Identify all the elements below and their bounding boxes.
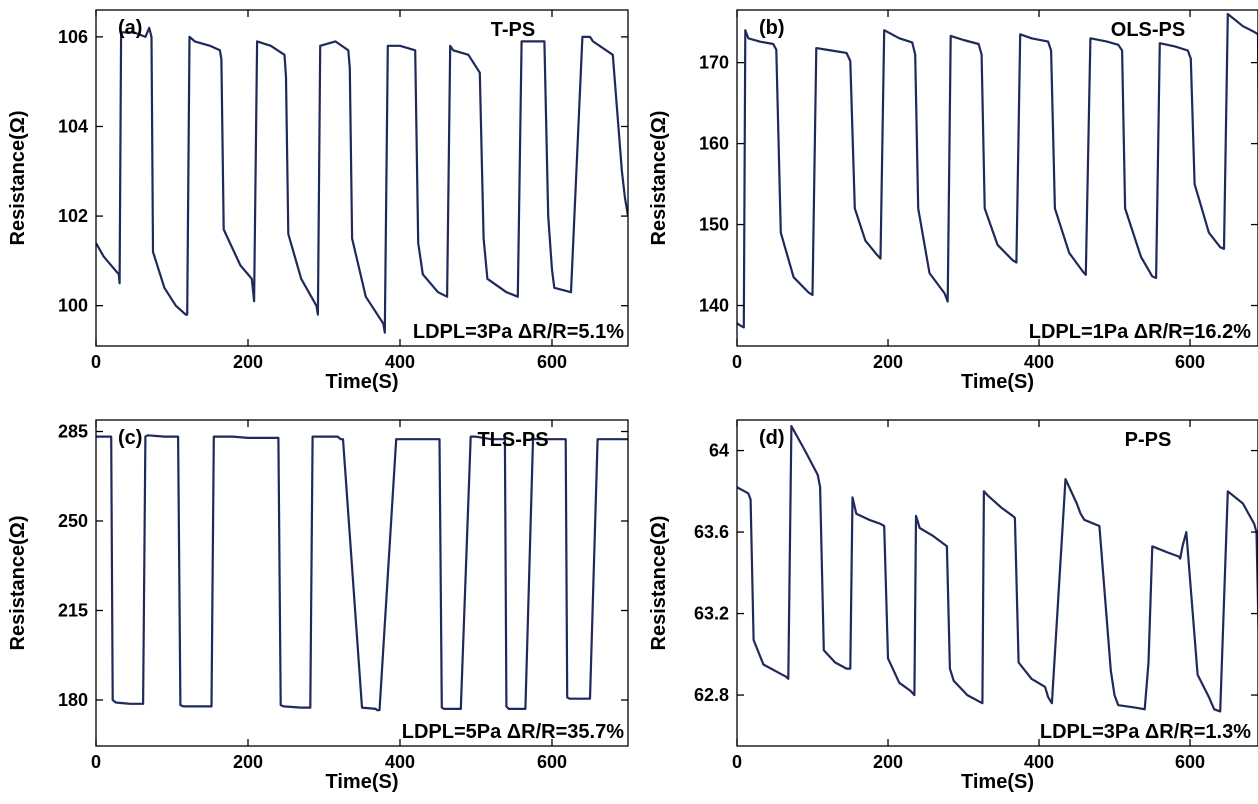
panel-c-annotation: LDPL=5Pa ΔR/R=35.7%: [402, 721, 624, 743]
panel-d-annotation: LDPL=3Pa ΔR/R=1.3%: [1040, 721, 1251, 743]
panel-c-name: TLS-PS: [477, 429, 548, 451]
panel-b-name: OLS-PS: [1111, 19, 1185, 41]
panel-d-x-tick-label: 0: [732, 752, 742, 772]
panel-a-y-axis-title: Resistance(Ω): [7, 111, 29, 246]
panel-b-x-tick-label: 200: [873, 352, 903, 372]
panel-d-x-tick-label: 400: [1024, 752, 1054, 772]
panel-c-x-tick-label: 200: [233, 752, 263, 772]
panel-c-plot-frame: [95, 419, 629, 747]
panel-b-annotation: LDPL=1Pa ΔR/R=16.2%: [1029, 321, 1251, 343]
panel-a-x-axis-title: Time(S): [326, 371, 399, 393]
panel-d-tag: (d): [759, 427, 785, 449]
panel-c-x-axis-title: Time(S): [326, 771, 399, 793]
panel-d-x-tick-label: 200: [873, 752, 903, 772]
panel-b-y-tick-label: 140: [699, 296, 729, 316]
panel-b-series-line: [737, 12, 1258, 329]
panel-d-y-tick-label: 63.2: [694, 604, 729, 624]
panel-b-plot-frame: [736, 9, 1258, 347]
panel-a-x-tick-label: 0: [91, 352, 101, 372]
panel-a-y-tick-label: 102: [58, 206, 88, 226]
panel-c-y-tick-label: 250: [58, 511, 88, 531]
panel-c-series-line: [96, 434, 628, 712]
panel-c-y-tick-label: 215: [58, 600, 88, 620]
panel-d-name: P-PS: [1125, 429, 1172, 451]
panel-c-y-tick-label: 180: [58, 690, 88, 710]
panel-a-series-line: [96, 26, 628, 334]
panel-a-y-tick-label: 104: [58, 116, 88, 136]
panel-c-x-tick-label: 0: [91, 752, 101, 772]
panel-a-y-tick-label: 106: [58, 27, 88, 47]
panel-b-y-tick-label: 150: [699, 215, 729, 235]
panel-b: 0 200 400 600 140 150 160 170 Time(S) Resistance(…: [648, 9, 1258, 393]
panel-d-x-tick-label: 600: [1175, 752, 1205, 772]
panel-d-y-axis-title: Resistance(Ω): [648, 516, 670, 651]
panel-a-x-tick-label: 600: [537, 352, 567, 372]
panel-d-series-line: [737, 425, 1258, 713]
panel-d-plot-frame: [736, 419, 1258, 747]
panel-c-x-tick-label: 600: [537, 752, 567, 772]
panel-b-y-axis-title: Resistance(Ω): [648, 111, 670, 246]
panel-c-y-tick-label: 285: [58, 422, 88, 442]
panel-b-x-tick-label: 600: [1175, 352, 1205, 372]
panel-a-plot-frame: [95, 9, 629, 347]
panel-d-x-axis-title: Time(S): [961, 771, 1034, 793]
panel-c-x-tick-label: 400: [385, 752, 415, 772]
panel-a-tag: (a): [118, 17, 142, 39]
panel-a-name: T-PS: [491, 19, 535, 41]
panel-d-y-tick-label: 63.6: [694, 522, 729, 542]
panel-b-x-axis-title: Time(S): [961, 371, 1034, 393]
panel-a-annotation: LDPL=3Pa ΔR/R=5.1%: [413, 321, 624, 343]
panel-a-x-tick-label: 400: [385, 352, 415, 372]
panel-d-y-tick-label: 62.8: [694, 685, 729, 705]
panel-c-tag: (c): [118, 427, 142, 449]
panel-b-x-tick-label: 400: [1024, 352, 1054, 372]
panel-a-x-tick-label: 200: [233, 352, 263, 372]
panel-a: 0 200 400 600 100 102 104 106 Time(S) Resistance(…: [7, 9, 629, 393]
panel-b-tag: (b): [759, 17, 785, 39]
panel-c-y-axis-title: Resistance(Ω): [7, 516, 29, 651]
panel-c: 0 200 400 600 180 215 250 285 Time(S) Resistance(…: [7, 419, 629, 793]
panel-b-y-tick-label: 170: [699, 53, 729, 73]
panel-a-y-tick-label: 100: [58, 296, 88, 316]
panel-d: 0 200 400 600 62.8 63.2 63.6 64 Time(S) Resistanc…: [648, 419, 1258, 793]
panel-d-y-tick-label: 64: [709, 441, 729, 461]
panel-b-x-tick-label: 0: [732, 352, 742, 372]
panel-b-y-tick-label: 160: [699, 134, 729, 154]
